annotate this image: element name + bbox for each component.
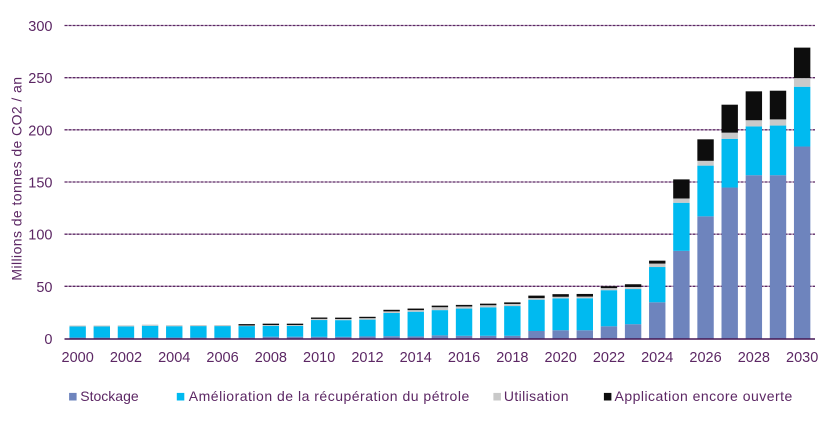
svg-text:2012: 2012 bbox=[351, 350, 383, 366]
svg-text:2000: 2000 bbox=[62, 350, 94, 366]
svg-text:300: 300 bbox=[28, 19, 52, 35]
svg-text:Application encore ouverte: Application encore ouverte bbox=[615, 388, 793, 404]
svg-text:2022: 2022 bbox=[593, 350, 625, 366]
svg-text:2028: 2028 bbox=[738, 350, 770, 366]
svg-text:2024: 2024 bbox=[641, 350, 673, 366]
svg-text:150: 150 bbox=[28, 176, 52, 192]
svg-text:Millions de tonnes de CO2 / an: Millions de tonnes de CO2 / an bbox=[9, 77, 25, 281]
svg-text:2004: 2004 bbox=[158, 350, 190, 366]
svg-text:2016: 2016 bbox=[448, 350, 480, 366]
svg-text:100: 100 bbox=[28, 228, 52, 244]
svg-text:2010: 2010 bbox=[303, 350, 335, 366]
svg-text:2014: 2014 bbox=[400, 350, 432, 366]
svg-text:2018: 2018 bbox=[496, 350, 528, 366]
svg-text:0: 0 bbox=[44, 332, 52, 348]
svg-text:2002: 2002 bbox=[110, 350, 142, 366]
svg-text:Utilisation: Utilisation bbox=[504, 388, 569, 404]
svg-text:Amélioration de la récupératio: Amélioration de la récupération du pétro… bbox=[189, 388, 470, 404]
svg-text:Stockage: Stockage bbox=[80, 388, 139, 404]
svg-text:250: 250 bbox=[28, 71, 52, 87]
svg-text:2006: 2006 bbox=[206, 350, 238, 366]
svg-text:2030: 2030 bbox=[786, 350, 818, 366]
svg-text:2008: 2008 bbox=[255, 350, 287, 366]
svg-text:50: 50 bbox=[36, 280, 52, 296]
svg-text:2020: 2020 bbox=[545, 350, 577, 366]
svg-text:200: 200 bbox=[28, 123, 52, 139]
svg-text:2026: 2026 bbox=[689, 350, 721, 366]
